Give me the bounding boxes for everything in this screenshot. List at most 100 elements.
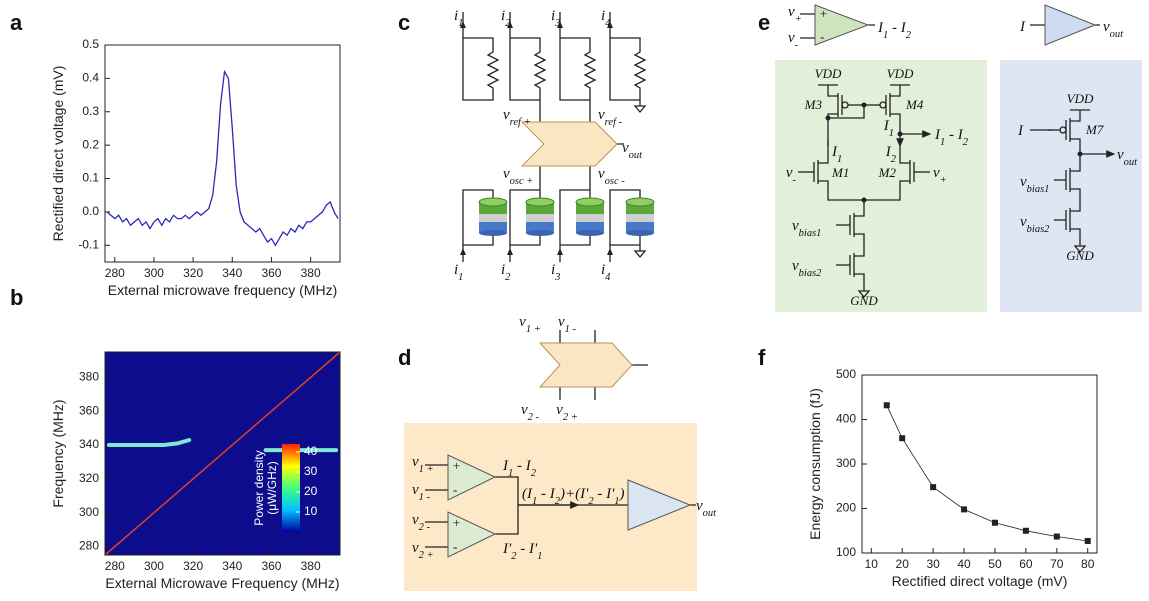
plot-frame xyxy=(104,351,341,556)
comparator-wire xyxy=(559,330,648,400)
x-tick-label: 10 xyxy=(865,557,879,571)
transistor xyxy=(885,85,901,125)
label: M3 xyxy=(804,97,823,112)
label: vout xyxy=(696,498,717,519)
label-part: out xyxy=(629,150,644,161)
panel-label: f xyxy=(758,345,766,370)
label-part: 1 + xyxy=(526,324,541,335)
label: I1 xyxy=(831,144,842,165)
y-tick-label: 0.2 xyxy=(82,137,99,151)
label-part: + xyxy=(940,175,947,186)
wire xyxy=(827,140,900,146)
label-part: 1 xyxy=(837,154,842,165)
label-part: v xyxy=(412,482,419,498)
label-part: v xyxy=(696,498,703,514)
y-tick-label: -0.1 xyxy=(78,237,99,251)
label-part: v xyxy=(786,165,793,181)
label: i1 xyxy=(454,8,463,29)
label-part: 4 xyxy=(605,272,611,283)
label-part: out xyxy=(1124,157,1139,168)
y-tick-label: 280 xyxy=(79,539,99,553)
x-tick-label: 380 xyxy=(301,559,321,573)
comparator xyxy=(538,342,633,388)
label-part: v xyxy=(792,218,799,234)
colorbar-tick-label: 40 xyxy=(304,444,318,458)
label-part: i xyxy=(501,262,505,278)
x-tick-label: 50 xyxy=(988,557,1002,571)
y-tick-label: 320 xyxy=(79,471,99,485)
y-tick-label: 360 xyxy=(79,403,99,417)
y-tick-label: 0.0 xyxy=(82,204,99,218)
label-part: 1 xyxy=(889,128,894,139)
x-axis-title: External Microwave Frequency (MHz) xyxy=(105,575,339,591)
fit-line xyxy=(886,405,1088,542)
label-part: v xyxy=(1020,174,1027,190)
x-tick-label: 40 xyxy=(957,557,971,571)
y-axis-title: Energy consumption (fJ) xyxy=(807,388,823,540)
label-part: 2 xyxy=(531,468,537,479)
intensity-trace xyxy=(104,351,341,556)
x-tick-label: 340 xyxy=(222,559,242,573)
transistor xyxy=(813,152,829,192)
ground xyxy=(633,245,647,259)
cylinder-gray xyxy=(479,214,507,222)
label-part: osc + xyxy=(510,176,534,187)
resistor-branch xyxy=(462,12,500,101)
label-part: - xyxy=(793,175,797,186)
label-part: bias1 xyxy=(799,228,822,239)
x-tick-label: 20 xyxy=(896,557,910,571)
label-part: 2 + xyxy=(419,550,434,561)
label: vout xyxy=(1103,19,1124,40)
label: vosc + xyxy=(503,166,533,187)
y-tick-label: 200 xyxy=(836,501,856,515)
label-part: i xyxy=(551,8,555,24)
x-tick-label: 360 xyxy=(261,559,281,573)
colorbar-tick-label: 30 xyxy=(304,464,318,478)
label-part: v xyxy=(788,30,795,46)
label: i3 xyxy=(551,262,560,283)
cylinder-blue xyxy=(526,222,554,233)
resistor-branch xyxy=(509,12,547,101)
label: i4 xyxy=(601,262,611,283)
point xyxy=(1022,527,1029,534)
transistor xyxy=(849,245,865,285)
label: vbias2 xyxy=(1020,214,1050,235)
x-tick-label: 30 xyxy=(926,557,940,571)
data-line xyxy=(106,69,339,247)
label: v1 + xyxy=(412,454,434,475)
label-part: 2 xyxy=(505,272,511,283)
label-part: v xyxy=(556,402,563,418)
cylinder-gray xyxy=(576,214,604,222)
cylinder-bottom xyxy=(526,230,554,236)
label-part: bias2 xyxy=(1027,224,1051,235)
transistor xyxy=(899,152,915,192)
panel-label: b xyxy=(10,285,23,310)
current-arrow xyxy=(460,21,466,28)
label: VDD xyxy=(887,66,914,81)
label-part: osc - xyxy=(605,176,626,187)
label-part: - I xyxy=(888,20,906,36)
label: v1 - xyxy=(558,314,577,335)
label: v1 - xyxy=(412,482,431,503)
label-part: ref + xyxy=(510,117,531,128)
label-part: v xyxy=(412,540,419,556)
label-part: 2 xyxy=(906,30,912,41)
label-part: 1 xyxy=(537,551,542,562)
label-part: 2 + xyxy=(563,412,578,423)
y-tick-label: 340 xyxy=(79,437,99,451)
intensity-trace xyxy=(106,438,192,447)
buffer xyxy=(1044,4,1097,46)
cylinder-blue xyxy=(576,222,604,233)
label: I xyxy=(1019,19,1026,35)
label-part: 2 - xyxy=(528,412,540,423)
label-part: I xyxy=(934,127,941,143)
label: v- xyxy=(786,165,797,186)
label: GND xyxy=(1066,248,1094,263)
cylinder-blue xyxy=(626,222,654,233)
x-tick-label: 280 xyxy=(105,559,125,573)
label: i2 xyxy=(501,262,511,283)
cylinder-bottom xyxy=(479,230,507,236)
label-part: (I xyxy=(522,486,533,502)
cylinder-top xyxy=(478,197,508,207)
